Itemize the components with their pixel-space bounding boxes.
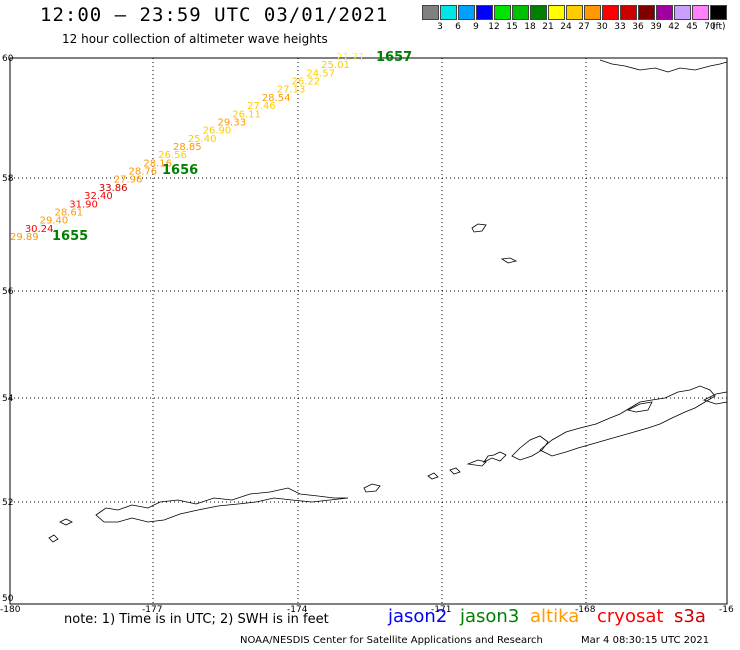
legend-label: 30 bbox=[596, 22, 608, 32]
wave-height-label: 25.01 bbox=[321, 60, 350, 71]
legend-swatch bbox=[602, 5, 619, 20]
satellite-label-altika: altika bbox=[530, 606, 580, 627]
satellite-label-cryosat: cryosat bbox=[597, 606, 664, 627]
legend-label: 42 bbox=[668, 22, 680, 32]
lat-label: 52 bbox=[2, 498, 13, 508]
lon-label: -16 bbox=[719, 605, 734, 615]
credit-line: NOAA/NESDIS Center for Satellite Applica… bbox=[240, 635, 543, 646]
timestamp: Mar 4 08:30:15 UTC 2021 bbox=[581, 635, 710, 646]
legend-label: 21 bbox=[542, 22, 554, 32]
footer-note: note: 1) Time is in UTC; 2) SWH is in fe… bbox=[64, 612, 329, 627]
lat-label: 54 bbox=[2, 394, 14, 404]
legend-label: 27 bbox=[578, 22, 590, 32]
wave-height-label: 32.40 bbox=[84, 191, 113, 202]
wave-height-label: 26.90 bbox=[203, 126, 232, 137]
legend-unit: (ft) bbox=[712, 22, 726, 32]
wave-height-label: 26.11 bbox=[232, 109, 261, 120]
map-title: 12:00 – 23:59 UTC 03/01/2021 bbox=[40, 4, 389, 26]
legend-label: 18 bbox=[524, 22, 536, 32]
map-subtitle: 12 hour collection of altimeter wave hei… bbox=[62, 32, 328, 46]
legend-swatch bbox=[710, 5, 727, 20]
lon-label: -174 bbox=[287, 605, 308, 615]
legend-swatch bbox=[440, 5, 457, 20]
wave-height-label: 21.71 bbox=[336, 52, 365, 63]
legend-swatch bbox=[584, 5, 601, 20]
wave-height-label: 28.16 bbox=[143, 158, 172, 169]
lon-gridlines bbox=[152, 58, 587, 604]
satellite-label-jason2: jason2 bbox=[388, 606, 448, 627]
legend-label: 12 bbox=[488, 22, 500, 32]
satellite-label-jason3: jason3 bbox=[460, 606, 520, 627]
wave-height-label: 25.40 bbox=[188, 134, 217, 145]
legend-label: 6 bbox=[455, 22, 461, 32]
wave-height-label: 29.40 bbox=[40, 216, 69, 227]
wave-height-label: 28.76 bbox=[129, 167, 158, 178]
wave-height-label: 28.54 bbox=[262, 93, 291, 104]
legend-swatch bbox=[458, 5, 475, 20]
wave-height-label: 30.24 bbox=[25, 224, 54, 235]
wave-height-label: 24.57 bbox=[306, 68, 335, 79]
legend-label: 24 bbox=[560, 22, 572, 32]
altimeter-track: 29.8930.2429.4028.6131.9032.4033.8627.96… bbox=[10, 50, 412, 244]
legend-label: 39 bbox=[650, 22, 662, 32]
lat-label: 60 bbox=[2, 54, 14, 64]
wave-height-label: 29.89 bbox=[10, 232, 39, 243]
legend-label: 9 bbox=[473, 22, 479, 32]
lon-label: -168 bbox=[575, 605, 596, 615]
lat-gridlines bbox=[10, 177, 727, 503]
wave-height-label: 27.13 bbox=[277, 85, 306, 96]
legend-swatch bbox=[422, 5, 439, 20]
legend-label: 36 bbox=[632, 22, 644, 32]
lat-label: 50 bbox=[2, 594, 14, 604]
legend-label: 33 bbox=[614, 22, 626, 32]
lat-label: 58 bbox=[2, 174, 14, 184]
legend-swatch bbox=[656, 5, 673, 20]
legend-swatch bbox=[566, 5, 583, 20]
wave-height-label: 29.33 bbox=[217, 117, 246, 128]
wave-height-label: 33.86 bbox=[99, 183, 128, 194]
wave-height-label: 27.46 bbox=[247, 101, 276, 112]
time-label: 1657 bbox=[376, 50, 412, 65]
wave-height-label: 27.96 bbox=[114, 175, 143, 186]
legend-swatch bbox=[638, 5, 655, 20]
lat-label: 56 bbox=[2, 287, 14, 297]
time-label: 1655 bbox=[52, 229, 88, 244]
lon-label: -180 bbox=[0, 605, 21, 615]
legend-label: 45 bbox=[686, 22, 698, 32]
coastline bbox=[48, 59, 728, 543]
legend-swatch bbox=[530, 5, 547, 20]
legend-swatch bbox=[494, 5, 511, 20]
legend-swatch bbox=[512, 5, 529, 20]
wave-height-label: 26.22 bbox=[292, 77, 321, 88]
lon-label: -171 bbox=[431, 605, 451, 615]
legend-swatch bbox=[620, 5, 637, 20]
legend-label: 70 bbox=[704, 22, 716, 32]
wave-height-label: 31.90 bbox=[69, 199, 98, 210]
wave-height-label: 28.85 bbox=[173, 142, 202, 153]
plot-frame bbox=[9, 57, 728, 605]
wave-height-label: 28.61 bbox=[54, 207, 83, 218]
legend-swatch bbox=[692, 5, 709, 20]
satellite-label-s3a: s3a bbox=[674, 606, 706, 627]
wave-height-label: 26.56 bbox=[158, 150, 187, 161]
lon-label: -177 bbox=[142, 605, 162, 615]
legend-swatch bbox=[476, 5, 493, 20]
legend-label: 3 bbox=[437, 22, 443, 32]
legend-swatch bbox=[548, 5, 565, 20]
color-legend: 3 6 9 12 15 18 21 24 27 30 33 36 39 42 45 70 (ft) bbox=[422, 5, 727, 35]
legend-label: 15 bbox=[506, 22, 518, 32]
legend-swatch bbox=[674, 5, 691, 20]
time-label: 1656 bbox=[162, 163, 198, 178]
